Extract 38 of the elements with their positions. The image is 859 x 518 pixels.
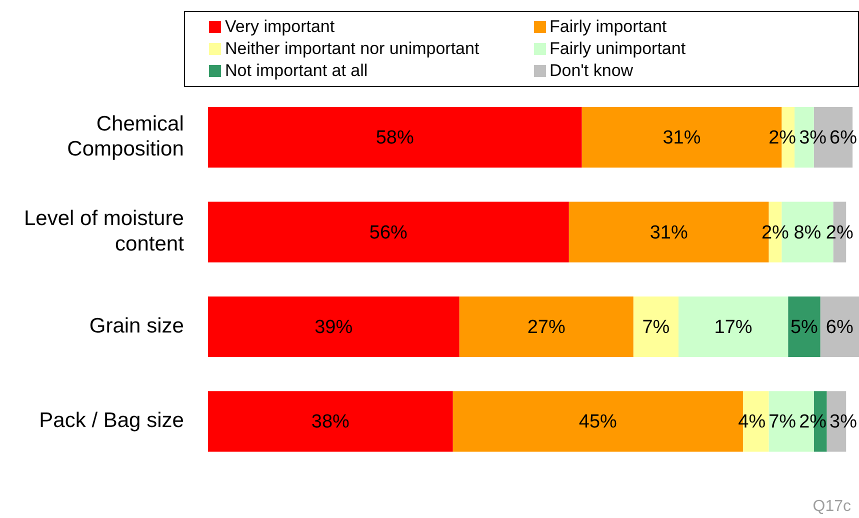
bar bbox=[820, 296, 859, 358]
bar bbox=[459, 296, 634, 358]
data-label: 31% bbox=[662, 128, 701, 149]
legend-label: Fairly important bbox=[550, 16, 667, 38]
data-label: 27% bbox=[527, 316, 566, 338]
data-label: 3% bbox=[799, 128, 827, 149]
data-label: 5% bbox=[790, 316, 818, 338]
legend-label: Fairly unimportant bbox=[550, 38, 686, 60]
legend-label: Neither important nor unimportant bbox=[225, 38, 480, 60]
bar bbox=[678, 296, 788, 358]
data-label: 39% bbox=[314, 316, 353, 338]
text: Q17c bbox=[812, 498, 851, 516]
data-label: 45% bbox=[578, 412, 618, 433]
y-tick-label: Level of moisture content bbox=[24, 207, 184, 256]
data-label: 8% bbox=[794, 222, 822, 244]
bar bbox=[788, 296, 820, 358]
data-label: 58% bbox=[376, 128, 414, 149]
y-tick-label: Grain size bbox=[89, 314, 184, 338]
y-tick-label: Chemical Composition bbox=[67, 112, 184, 161]
data-label: 3% bbox=[830, 412, 858, 433]
data-label: 17% bbox=[714, 316, 752, 338]
data-label: 6% bbox=[826, 316, 854, 338]
legend-label: Not important at all bbox=[225, 60, 368, 82]
data-label: 6% bbox=[830, 128, 858, 149]
bar bbox=[208, 107, 582, 168]
data-label: 7% bbox=[768, 412, 796, 433]
bar bbox=[633, 296, 678, 358]
bar bbox=[208, 391, 453, 452]
data-label: 38% bbox=[311, 412, 350, 433]
bar bbox=[208, 296, 460, 358]
data-label: 31% bbox=[650, 222, 688, 244]
legend-label: Don't know bbox=[550, 60, 634, 82]
data-label: 2% bbox=[826, 222, 854, 244]
bar bbox=[208, 202, 569, 262]
legend-label: Very important bbox=[225, 16, 335, 38]
data-label: 56% bbox=[369, 222, 408, 244]
y-tick-label: Pack / Bag size bbox=[39, 409, 184, 432]
data-label: 7% bbox=[642, 316, 670, 338]
